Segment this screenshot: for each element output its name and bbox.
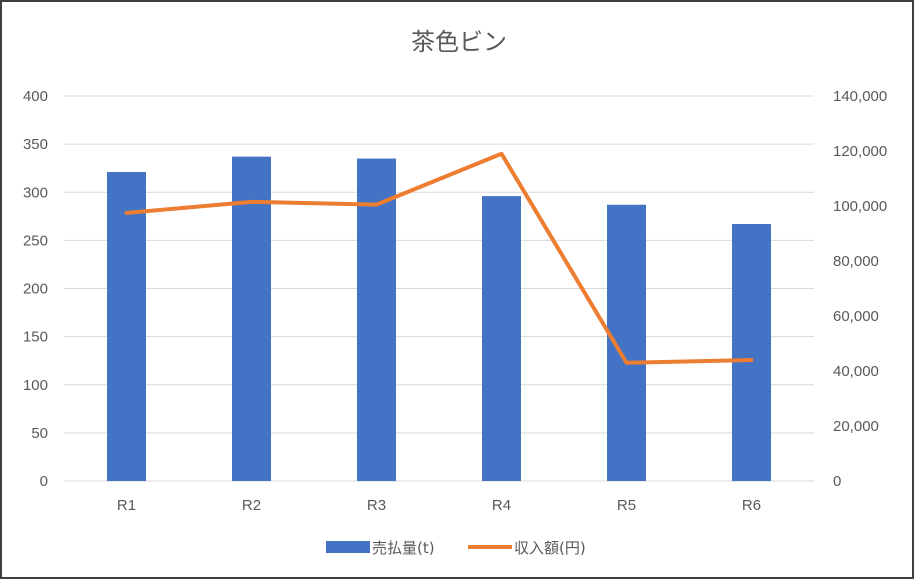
x-tick-label: R1 <box>117 497 136 514</box>
bar <box>357 158 396 481</box>
x-axis: R1 R2 R3 R4 R5 R6 <box>117 497 761 514</box>
left-tick-label: 150 <box>23 329 48 346</box>
left-tick-label: 50 <box>31 425 48 442</box>
right-tick-label: 40,000 <box>833 363 879 380</box>
right-tick-label: 120,000 <box>833 143 887 160</box>
left-tick-label: 0 <box>40 473 48 490</box>
left-tick-label: 400 <box>23 88 48 105</box>
bar <box>107 172 146 481</box>
x-tick-label: R3 <box>367 497 386 514</box>
x-tick-label: R2 <box>242 497 261 514</box>
legend-swatch-bar <box>326 541 370 553</box>
right-tick-label: 80,000 <box>833 253 879 270</box>
left-tick-label: 250 <box>23 232 48 249</box>
legend-label-bar: 売払量(t) <box>372 539 435 557</box>
right-tick-label: 0 <box>833 473 841 490</box>
x-tick-label: R6 <box>742 497 761 514</box>
right-tick-label: 140,000 <box>833 88 887 105</box>
bar <box>232 156 271 481</box>
legend-label-line: 収入額(円) <box>514 539 586 557</box>
right-axis: 0 20,000 40,000 60,000 80,000 100,000 120,000 1… <box>833 88 887 490</box>
right-tick-label: 60,000 <box>833 308 879 325</box>
bar <box>482 196 521 481</box>
right-tick-label: 100,000 <box>833 198 887 215</box>
line-path <box>124 151 754 365</box>
legend: 売払量(t) 収入額(円) <box>326 539 586 557</box>
line-series <box>124 151 754 365</box>
left-tick-label: 300 <box>23 184 48 201</box>
bar-series <box>107 156 771 481</box>
left-tick-label: 350 <box>23 136 48 153</box>
chart-title: 茶色ビン <box>411 28 507 56</box>
x-tick-label: R5 <box>617 497 636 514</box>
gridlines <box>64 95 814 482</box>
x-tick-label: R4 <box>492 497 511 514</box>
bar <box>732 224 771 481</box>
left-tick-label: 200 <box>23 281 48 298</box>
right-tick-label: 20,000 <box>833 418 879 435</box>
left-axis: 0 50 100 150 200 250 300 350 400 <box>23 88 48 490</box>
left-tick-label: 100 <box>23 377 48 394</box>
